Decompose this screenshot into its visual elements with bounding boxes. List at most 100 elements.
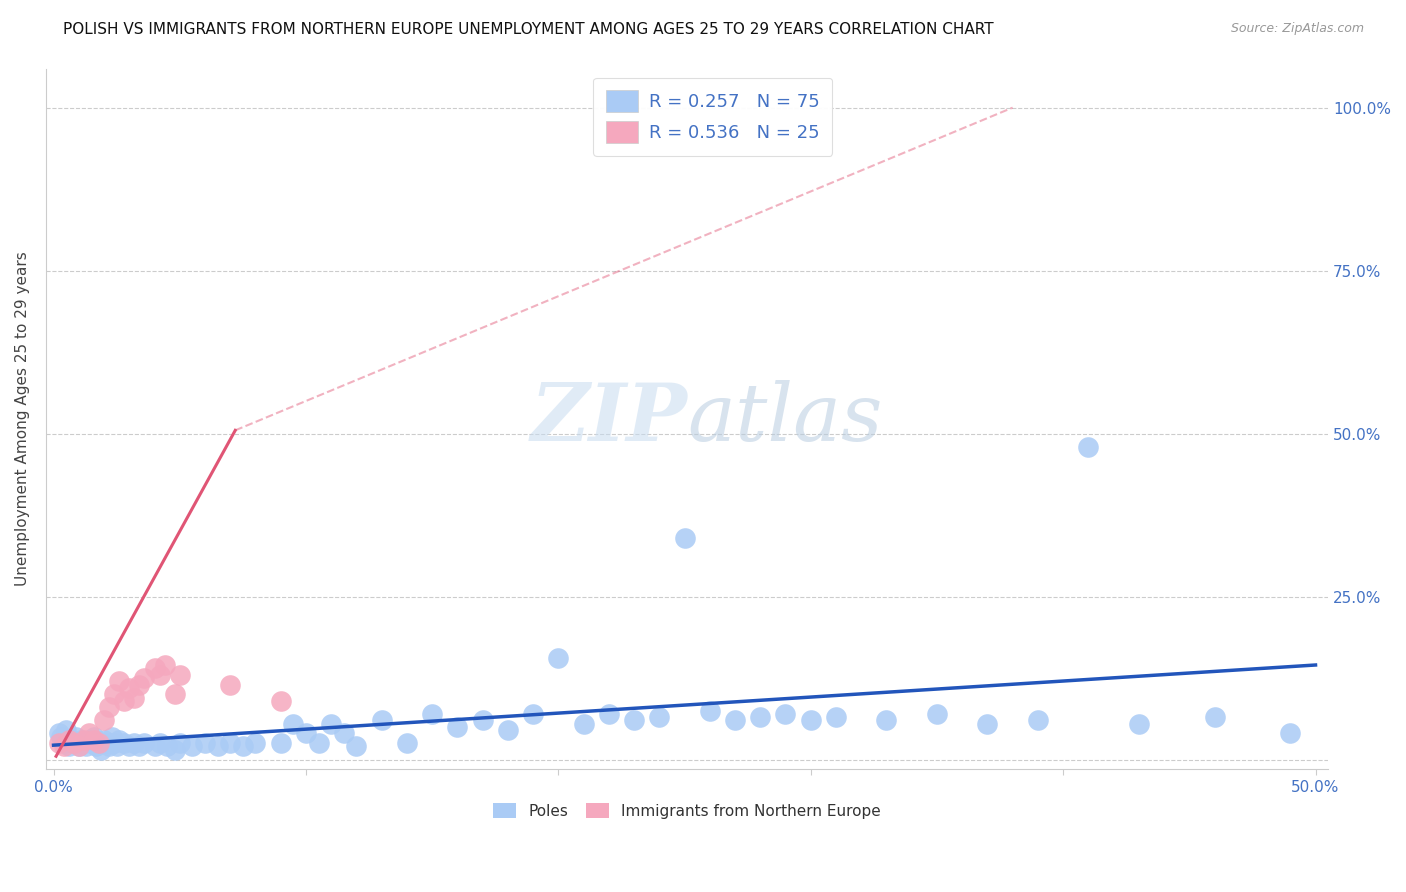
Point	[1077, 440, 1099, 454]
Point	[219, 677, 242, 691]
Point	[75, 739, 97, 754]
Point	[108, 733, 131, 747]
Point	[52, 739, 75, 754]
Point	[623, 714, 645, 728]
Point	[598, 706, 620, 721]
Point	[724, 714, 747, 728]
Point	[572, 716, 595, 731]
Point	[90, 743, 112, 757]
Point	[825, 710, 848, 724]
Point	[67, 739, 90, 754]
Point	[1279, 726, 1302, 740]
Point	[118, 681, 141, 695]
Point	[86, 739, 108, 754]
Point	[295, 726, 318, 740]
Point	[283, 716, 305, 731]
Point	[245, 736, 267, 750]
Point	[65, 730, 87, 744]
Text: ZIP: ZIP	[530, 380, 688, 458]
Point	[181, 739, 204, 754]
Point	[98, 700, 121, 714]
Point	[446, 720, 468, 734]
Y-axis label: Unemployment Among Ages 25 to 29 years: Unemployment Among Ages 25 to 29 years	[15, 252, 30, 586]
Point	[143, 661, 166, 675]
Point	[124, 690, 146, 705]
Point	[77, 733, 100, 747]
Point	[48, 726, 70, 740]
Point	[98, 739, 121, 754]
Point	[976, 716, 998, 731]
Point	[128, 739, 150, 754]
Point	[547, 651, 569, 665]
Point	[194, 736, 217, 750]
Legend: Poles, Immigrants from Northern Europe: Poles, Immigrants from Northern Europe	[486, 797, 887, 825]
Text: atlas: atlas	[688, 380, 883, 458]
Point	[800, 714, 823, 728]
Point	[148, 736, 170, 750]
Point	[1128, 716, 1150, 731]
Point	[52, 736, 75, 750]
Point	[49, 730, 72, 744]
Point	[471, 714, 494, 728]
Point	[70, 733, 93, 747]
Point	[93, 714, 115, 728]
Point	[370, 714, 392, 728]
Point	[62, 736, 84, 750]
Point	[124, 736, 146, 750]
Point	[58, 733, 80, 747]
Point	[270, 736, 292, 750]
Point	[420, 706, 443, 721]
Point	[344, 739, 367, 754]
Point	[153, 658, 176, 673]
Point	[112, 694, 135, 708]
Point	[55, 723, 77, 738]
Point	[83, 733, 105, 747]
Point	[1026, 714, 1049, 728]
Point	[87, 736, 110, 750]
Point	[93, 733, 115, 747]
Point	[108, 674, 131, 689]
Point	[232, 739, 254, 754]
Point	[48, 736, 70, 750]
Point	[73, 736, 96, 750]
Point	[648, 710, 671, 724]
Point	[105, 739, 128, 754]
Point	[60, 733, 83, 747]
Point	[775, 706, 797, 721]
Text: POLISH VS IMMIGRANTS FROM NORTHERN EUROPE UNEMPLOYMENT AMONG AGES 25 TO 29 YEARS: POLISH VS IMMIGRANTS FROM NORTHERN EUROP…	[63, 22, 994, 37]
Point	[321, 716, 343, 731]
Point	[118, 739, 141, 754]
Point	[699, 704, 721, 718]
Text: Source: ZipAtlas.com: Source: ZipAtlas.com	[1230, 22, 1364, 36]
Point	[163, 743, 186, 757]
Point	[148, 667, 170, 681]
Point	[169, 736, 191, 750]
Point	[143, 739, 166, 754]
Point	[100, 730, 122, 744]
Point	[270, 694, 292, 708]
Point	[80, 736, 103, 750]
Point	[749, 710, 772, 724]
Point	[163, 687, 186, 701]
Point	[73, 733, 96, 747]
Point	[134, 671, 156, 685]
Point	[112, 736, 135, 750]
Point	[83, 730, 105, 744]
Point	[673, 531, 696, 545]
Point	[128, 677, 150, 691]
Point	[496, 723, 519, 738]
Point	[156, 739, 179, 754]
Point	[925, 706, 948, 721]
Point	[87, 736, 110, 750]
Point	[333, 726, 356, 740]
Point	[62, 736, 84, 750]
Point	[96, 736, 118, 750]
Point	[58, 739, 80, 754]
Point	[103, 687, 125, 701]
Point	[395, 736, 418, 750]
Point	[522, 706, 544, 721]
Point	[103, 736, 125, 750]
Point	[207, 739, 229, 754]
Point	[169, 667, 191, 681]
Point	[1204, 710, 1226, 724]
